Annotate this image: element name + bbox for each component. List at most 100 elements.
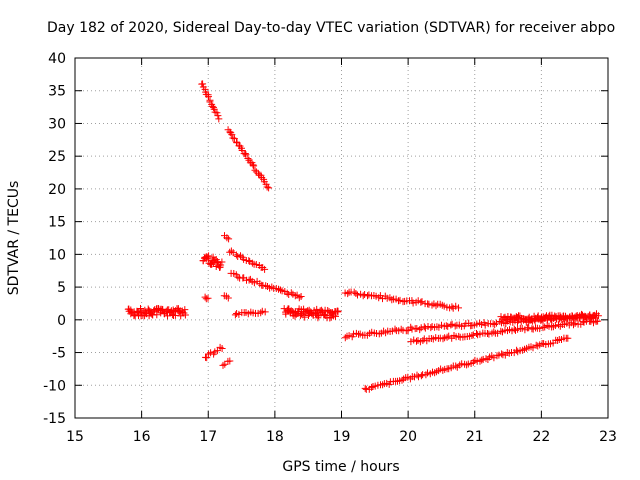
- data-point: [228, 131, 236, 139]
- data-point: [455, 304, 462, 312]
- data-point: [409, 299, 417, 307]
- y-tick-label: -10: [43, 378, 66, 394]
- data-point: [204, 255, 212, 263]
- data-point: [205, 93, 212, 101]
- data-point: [326, 314, 334, 322]
- data-point: [413, 325, 421, 332]
- data-point: [350, 288, 358, 296]
- data-point: [242, 151, 250, 159]
- data-point: [245, 276, 253, 284]
- data-point: [397, 325, 405, 333]
- y-tick-label: 25: [48, 149, 66, 165]
- data-point: [344, 290, 352, 298]
- data-point: [415, 373, 422, 381]
- data-point: [391, 325, 399, 333]
- data-point: [199, 80, 207, 88]
- x-tick-label: 22: [532, 429, 550, 445]
- data-point: [226, 357, 234, 365]
- data-point: [352, 290, 360, 297]
- data-point: [215, 115, 223, 123]
- data-point: [214, 112, 222, 120]
- data-point: [237, 252, 244, 260]
- grid-lines: [75, 58, 608, 418]
- data-point: [217, 261, 225, 269]
- y-tick-label: 5: [57, 280, 66, 296]
- data-point: [398, 376, 406, 384]
- x-tick-label: 21: [466, 429, 484, 445]
- data-points: [124, 80, 602, 393]
- y-tick-label: -5: [52, 346, 66, 362]
- data-point: [539, 324, 547, 332]
- x-tick-label: 23: [599, 429, 617, 445]
- data-point: [476, 330, 484, 338]
- data-point: [341, 334, 349, 342]
- data-point: [551, 322, 559, 329]
- x-tick-label: 17: [199, 429, 217, 445]
- y-tick-label: 15: [48, 215, 66, 231]
- y-tick-label: 35: [48, 84, 66, 100]
- data-point: [564, 334, 572, 342]
- data-point: [181, 311, 189, 319]
- data-point: [224, 294, 232, 302]
- data-point: [261, 308, 269, 316]
- data-point: [245, 257, 253, 265]
- data-point: [491, 321, 499, 328]
- data-point: [447, 321, 455, 329]
- data-point: [485, 330, 493, 338]
- data-point: [468, 332, 476, 339]
- data-point: [262, 282, 270, 290]
- data-point: [235, 310, 243, 318]
- data-point: [334, 307, 342, 315]
- y-tick-label: 40: [48, 51, 66, 67]
- data-point: [277, 286, 284, 294]
- data-point: [265, 184, 273, 192]
- data-point: [455, 332, 463, 340]
- data-point: [417, 298, 425, 306]
- y-tick-label: 0: [57, 313, 66, 329]
- data-point: [417, 372, 425, 380]
- data-point: [443, 333, 451, 341]
- data-point: [203, 253, 211, 261]
- data-point: [168, 311, 176, 319]
- data-point: [223, 234, 231, 242]
- data-point: [218, 258, 226, 266]
- data-point: [218, 345, 226, 352]
- data-point: [452, 362, 460, 370]
- data-point: [534, 312, 542, 320]
- data-point: [133, 307, 141, 315]
- data-point: [261, 265, 269, 273]
- data-point: [448, 320, 456, 328]
- data-point: [234, 273, 242, 281]
- x-axis-title: GPS time / hours: [282, 459, 399, 475]
- data-point: [287, 289, 295, 297]
- data-point: [210, 103, 217, 111]
- data-point: [295, 294, 303, 302]
- data-point: [444, 322, 452, 330]
- data-point: [219, 361, 227, 369]
- data-point: [221, 360, 229, 368]
- data-point: [249, 161, 257, 169]
- y-tick-label: 20: [48, 182, 66, 198]
- data-point: [181, 306, 189, 314]
- data-point: [543, 322, 551, 329]
- data-point: [473, 330, 480, 337]
- data-point: [314, 314, 322, 322]
- data-point: [297, 293, 305, 300]
- data-point: [498, 350, 506, 358]
- data-point: [251, 166, 259, 174]
- y-axis-title: SDTVAR / TECUs: [6, 181, 22, 296]
- tick-labels: 15 16 17 18 19 20 21 22 23 -15 -10 -5 0 5 10 15 20 25 30 35…: [43, 51, 617, 445]
- data-point: [571, 319, 579, 327]
- data-point: [291, 292, 299, 300]
- data-point: [469, 358, 477, 366]
- data-point: [432, 302, 440, 310]
- data-point: [244, 155, 252, 162]
- data-point: [476, 357, 484, 365]
- axis-ticks: [74, 57, 609, 419]
- data-point: [229, 134, 237, 142]
- data-point: [250, 162, 258, 170]
- data-point: [463, 361, 471, 369]
- data-point: [252, 261, 260, 268]
